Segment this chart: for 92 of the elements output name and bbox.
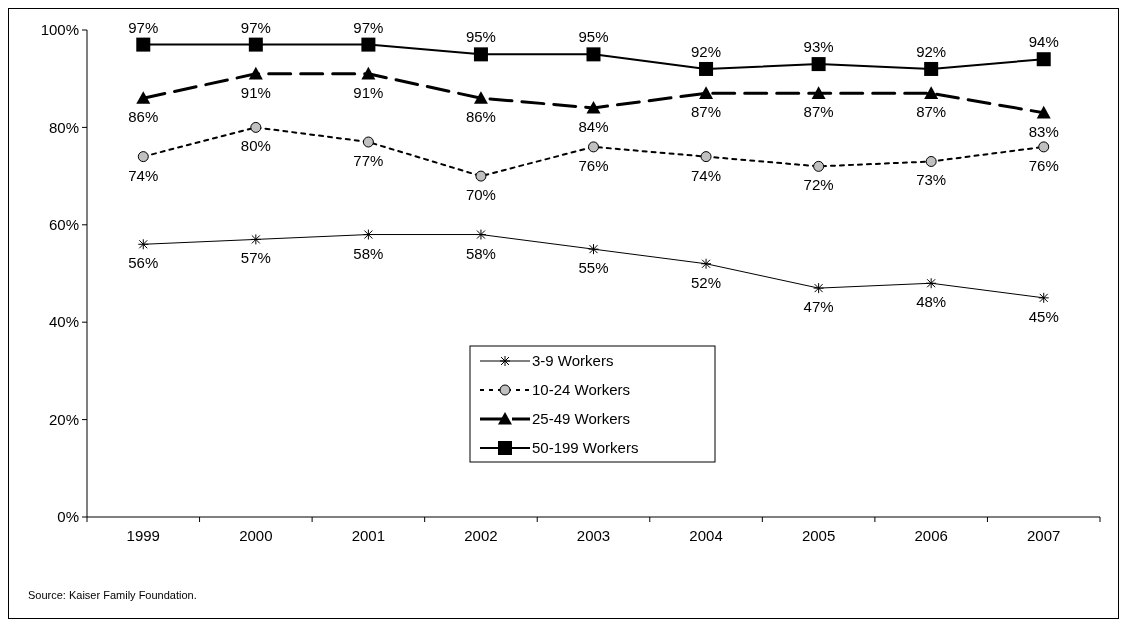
data-label: 92%	[691, 42, 722, 60]
data-label: 74%	[691, 166, 722, 184]
point	[811, 57, 826, 72]
legend-label: 50-199 Workers	[532, 439, 639, 457]
data-label: 76%	[1028, 156, 1059, 174]
data-label: 95%	[578, 28, 609, 46]
point	[699, 86, 714, 99]
point	[811, 86, 826, 99]
point	[361, 66, 376, 80]
point	[1036, 52, 1051, 67]
data-label: 94%	[1028, 33, 1059, 51]
x-tick-label: 2007	[1027, 527, 1061, 544]
x-tick-label: 2006	[914, 527, 948, 544]
x-tick-label: 2002	[464, 527, 498, 544]
point	[586, 47, 601, 62]
source-note: Source: Kaiser Family Foundation.	[28, 589, 197, 601]
y-tick-label: 0%	[57, 508, 79, 526]
point	[248, 66, 263, 80]
data-label: 84%	[578, 117, 609, 135]
data-label: 55%	[578, 259, 609, 277]
data-label: 77%	[353, 152, 384, 170]
data-label: 83%	[1028, 122, 1059, 140]
data-label: 92%	[916, 42, 947, 60]
point	[813, 160, 825, 172]
data-label: 72%	[803, 176, 834, 194]
data-label: 73%	[916, 171, 947, 189]
point	[1036, 105, 1051, 119]
legend-label: 25-49 Workers	[532, 410, 631, 428]
point	[924, 61, 939, 76]
data-label: 93%	[803, 38, 834, 56]
point	[924, 86, 939, 99]
data-label: 87%	[916, 103, 947, 121]
data-label: 57%	[240, 249, 271, 267]
point	[137, 151, 149, 163]
data-label: 47%	[803, 298, 834, 316]
point	[475, 229, 487, 241]
legend-label: 10-24 Workers	[532, 381, 631, 399]
point	[248, 37, 263, 52]
point	[588, 141, 599, 153]
data-label: 97%	[240, 18, 271, 36]
point	[250, 121, 262, 133]
data-label: 95%	[465, 28, 496, 46]
point	[473, 47, 488, 62]
point	[250, 233, 262, 245]
data-label: 80%	[240, 137, 271, 155]
point	[362, 136, 374, 148]
point	[362, 229, 374, 241]
y-tick-label: 80%	[48, 118, 79, 136]
point	[1038, 292, 1050, 304]
point	[1038, 141, 1050, 153]
x-tick-label: 2005	[801, 527, 836, 544]
data-label: 87%	[691, 103, 722, 121]
data-label: 97%	[128, 18, 159, 36]
data-label: 70%	[465, 186, 496, 204]
data-label: 48%	[916, 293, 947, 311]
x-tick-label: 2001	[351, 527, 386, 544]
point	[925, 277, 937, 289]
point	[588, 243, 599, 255]
x-tick-label: 2004	[689, 527, 723, 544]
point	[700, 151, 712, 163]
data-label: 76%	[578, 156, 609, 174]
y-tick-label: 100%	[40, 21, 79, 39]
data-label: 52%	[691, 273, 722, 291]
y-tick-label: 60%	[48, 216, 79, 234]
point	[361, 37, 376, 52]
x-tick-label: 2003	[576, 527, 611, 544]
data-label: 56%	[128, 254, 159, 272]
point	[475, 170, 487, 182]
point	[137, 238, 149, 250]
x-tick-label: 1999	[126, 527, 160, 544]
data-label: 91%	[240, 83, 271, 101]
data-label: 87%	[803, 103, 834, 121]
point	[813, 282, 825, 294]
x-tick-label: 2000	[239, 527, 273, 544]
y-tick-label: 40%	[48, 313, 79, 331]
point	[925, 155, 937, 167]
y-tick-label: 20%	[48, 410, 79, 428]
point	[473, 91, 488, 104]
point	[136, 91, 151, 104]
point	[699, 61, 714, 76]
data-label: 74%	[128, 166, 159, 184]
legend-label: 3-9 Workers	[532, 352, 614, 370]
data-label: 86%	[128, 108, 159, 126]
data-label: 86%	[465, 108, 496, 126]
point	[586, 100, 601, 114]
data-label: 58%	[465, 244, 496, 262]
data-label: 91%	[353, 83, 384, 101]
point	[136, 37, 151, 52]
point	[700, 258, 712, 270]
data-label: 97%	[353, 18, 384, 36]
data-label: 45%	[1028, 307, 1059, 325]
data-label: 58%	[353, 244, 384, 262]
